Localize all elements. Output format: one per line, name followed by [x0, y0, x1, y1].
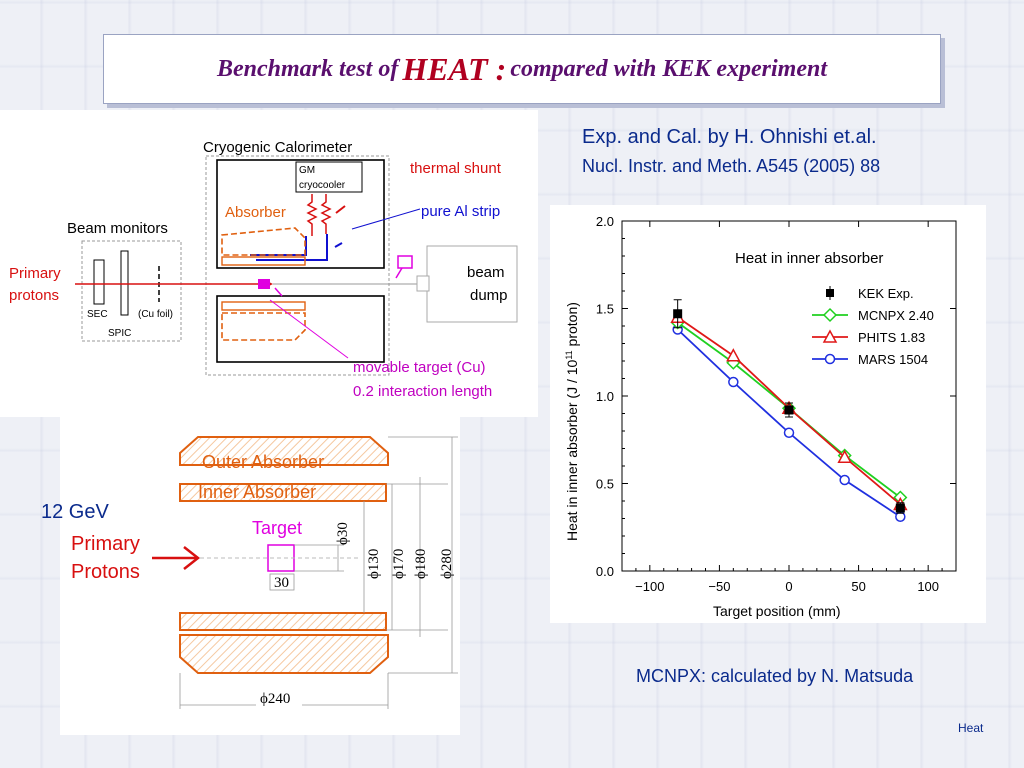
x-tick-label: −100	[635, 579, 664, 594]
dim-d240: ϕ240	[260, 691, 290, 707]
outer-absorber-label: Outer Absorber	[202, 452, 324, 472]
dim-d30: ϕ30	[335, 522, 351, 545]
upper-vessel	[216, 159, 385, 269]
movable-target-label: movable target (Cu)	[353, 359, 486, 376]
inner-absorber-bottom	[179, 612, 387, 631]
al-strip-label: pure Al strip	[421, 203, 500, 220]
cryocooler-label: cryocooler	[299, 180, 346, 191]
spic-plate	[120, 250, 129, 316]
sec-label: SEC	[87, 309, 108, 320]
lower-vessel	[216, 295, 385, 363]
protons-label: protons	[9, 287, 59, 304]
beam-label: beam	[467, 264, 505, 281]
geo-protons-label: Protons	[71, 561, 140, 583]
slide-title: Benchmark test of HEAT : compared with K…	[103, 34, 941, 104]
resistor-2	[320, 194, 332, 234]
absorber-lower	[221, 312, 306, 341]
gm-label: GM	[299, 165, 315, 176]
dump-box	[426, 245, 518, 323]
dim-d170: ϕ170	[391, 549, 407, 579]
legend-mcnpx-2-40-marker	[822, 307, 838, 323]
geometry-beam-labels: 12 GeV Primary Protons	[41, 501, 201, 583]
x-tick-label: −50	[708, 579, 730, 594]
x-tick-label: 50	[851, 579, 865, 594]
absorber-label: Absorber	[225, 204, 286, 221]
cu-foil-label: (Cu foil)	[138, 309, 173, 320]
thermal-shunt-label: thermal shunt	[410, 160, 502, 177]
absorber-upper	[221, 227, 306, 256]
x-axis-label: Target position (mm)	[713, 603, 841, 619]
interaction-label: 0.2 interaction length	[353, 383, 492, 400]
geometry-diagram: Outer Absorber Inner Absorber Target ϕ30…	[60, 417, 460, 735]
legend-kek-exp-label: KEK Exp.	[858, 286, 914, 301]
target-block	[258, 279, 270, 289]
legend-mars-1504-marker	[824, 353, 836, 365]
dim-d180: ϕ180	[413, 549, 429, 579]
energy-label: 12 GeV	[41, 501, 109, 523]
kek-exp-point	[673, 309, 683, 319]
heat-chart: −100 −50 0 50 100 0.0 0.5 1.0 1.5 2.0 Heat in inn…	[550, 205, 986, 623]
x-tick-label: 0	[785, 579, 792, 594]
dump-label: dump	[470, 287, 508, 304]
y-tick-label: 0.0	[596, 564, 614, 579]
phits-1-83-point	[726, 348, 741, 362]
spic-label: SPIC	[108, 328, 131, 339]
beam-monitors-label: Beam monitors	[67, 220, 168, 237]
reference-line-2: Nucl. Instr. and Meth. A545 (2005) 88	[582, 156, 881, 176]
legend-mcnpx-2-40-label: MCNPX 2.40	[858, 308, 934, 323]
y-tick-label: 2.0	[596, 214, 614, 229]
outer-absorber-bottom	[179, 634, 389, 674]
kek-exp-point	[895, 503, 905, 513]
target-icon	[397, 255, 413, 269]
mars-1504-point	[728, 376, 739, 388]
al-strip-2	[256, 234, 328, 261]
phits-1-83-point	[837, 449, 852, 463]
mars-1504-point	[783, 427, 795, 438]
title-pre: Benchmark test of	[216, 55, 399, 82]
target-label: Target	[252, 518, 302, 538]
inner-absorber-label: Inner Absorber	[198, 482, 316, 502]
monitor-box	[81, 240, 182, 342]
y-tick-label: 0.5	[596, 477, 614, 492]
x-tick-label: 100	[917, 579, 939, 594]
mcnpx-note: MCNPX: calculated by N. Matsuda	[636, 666, 914, 686]
sec-plate	[93, 259, 105, 305]
mars-1504-point	[839, 474, 850, 486]
legend-phits-1-83-label: PHITS 1.83	[858, 330, 925, 345]
y-tick-label: 1.5	[596, 302, 614, 317]
title-heat: HEAT :	[402, 50, 507, 87]
title-post: compared with KEK experiment	[510, 55, 828, 82]
kek-exp-point	[784, 405, 794, 415]
geo-primary-label: Primary	[71, 533, 140, 555]
legend-kek-exp-marker	[826, 289, 834, 297]
cryogenic-label: Cryogenic Calorimeter	[203, 139, 352, 156]
y-tick-label: 1.0	[596, 389, 614, 404]
reference-line-1: Exp. and Cal. by H. Ohnishi et.al.	[582, 126, 877, 148]
dim-len30: 30	[274, 575, 289, 591]
outer-absorber-top	[179, 436, 389, 466]
dim-d130: ϕ130	[366, 549, 382, 579]
footer-label: Heat	[958, 721, 984, 735]
cryostat-outline	[205, 155, 390, 376]
y-axis-label: Heat in inner absorber (J / 1011 proton)	[564, 302, 580, 541]
gm-box	[295, 161, 363, 193]
dim-d280: ϕ280	[439, 549, 455, 579]
resistor-1	[306, 194, 318, 236]
inner-absorber-top	[179, 483, 387, 502]
setup-diagram: Cryogenic Calorimeter GM cryocooler ther…	[0, 110, 538, 417]
chart-title: Heat in inner absorber	[735, 250, 883, 267]
legend-mars-1504-label: MARS 1504	[858, 352, 928, 367]
legend-phits-1-83-marker	[822, 329, 838, 343]
primary-label: Primary	[9, 265, 61, 282]
